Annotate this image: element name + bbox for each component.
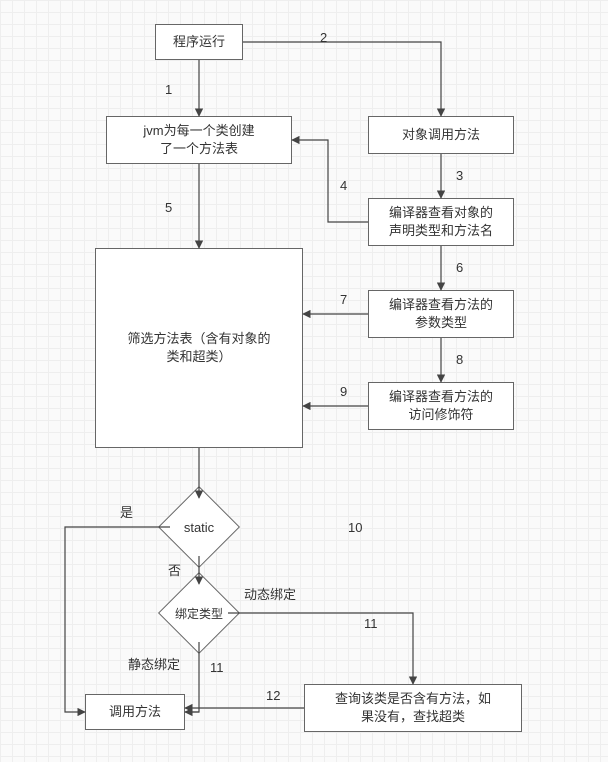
edge-label-5: 5	[165, 200, 172, 215]
node-label: 绑定类型	[175, 605, 223, 622]
decision-static: static	[170, 498, 228, 556]
edge-label-9: 9	[340, 384, 347, 399]
node-declared-type: 编译器查看对象的声明类型和方法名	[368, 198, 514, 246]
node-label: 程序运行	[173, 33, 225, 51]
node-filter-table: 筛选方法表（含有对象的类和超类）	[95, 248, 303, 448]
flowchart-canvas: 程序运行 jvm为每一个类创建了一个方法表 对象调用方法 编译器查看对象的声明类…	[0, 0, 608, 762]
node-label: 编译器查看方法的访问修饰符	[389, 388, 493, 423]
edge-label-3: 3	[456, 168, 463, 183]
node-param-type: 编译器查看方法的参数类型	[368, 290, 514, 338]
node-label: 查询该类是否含有方法，如果没有，查找超类	[335, 690, 491, 725]
node-start: 程序运行	[155, 24, 243, 60]
node-call-method: 调用方法	[85, 694, 185, 730]
edge-label-4: 4	[340, 178, 347, 193]
node-label: 编译器查看对象的声明类型和方法名	[389, 204, 493, 239]
edge-label-dynamic: 动态绑定	[244, 584, 296, 603]
edge-label-yes: 是	[120, 502, 133, 521]
node-label: 筛选方法表（含有对象的类和超类）	[127, 330, 270, 365]
edge-label-1: 1	[165, 82, 172, 97]
edge-label-6: 6	[456, 260, 463, 275]
node-label: 编译器查看方法的参数类型	[389, 296, 493, 331]
edge-label-12: 12	[266, 688, 280, 703]
node-label: static	[184, 520, 214, 535]
edge-label-no: 否	[168, 560, 181, 579]
node-label: 对象调用方法	[402, 126, 480, 144]
node-label: jvm为每一个类创建了一个方法表	[143, 122, 254, 157]
edge-label-11a: 11	[364, 616, 378, 631]
edge-label-7: 7	[340, 292, 347, 307]
edge-label-static: 静态绑定	[128, 654, 180, 673]
decision-bind-type: 绑定类型	[170, 584, 228, 642]
edge-label-2: 2	[320, 30, 327, 45]
node-object-call: 对象调用方法	[368, 116, 514, 154]
edge-label-8: 8	[456, 352, 463, 367]
node-query-class: 查询该类是否含有方法，如果没有，查找超类	[304, 684, 522, 732]
edge-label-10: 10	[348, 520, 362, 535]
edge-label-11b: 11	[210, 660, 224, 675]
node-jvm: jvm为每一个类创建了一个方法表	[106, 116, 292, 164]
edges-layer	[0, 0, 608, 762]
node-label: 调用方法	[109, 703, 161, 721]
node-access-modifier: 编译器查看方法的访问修饰符	[368, 382, 514, 430]
